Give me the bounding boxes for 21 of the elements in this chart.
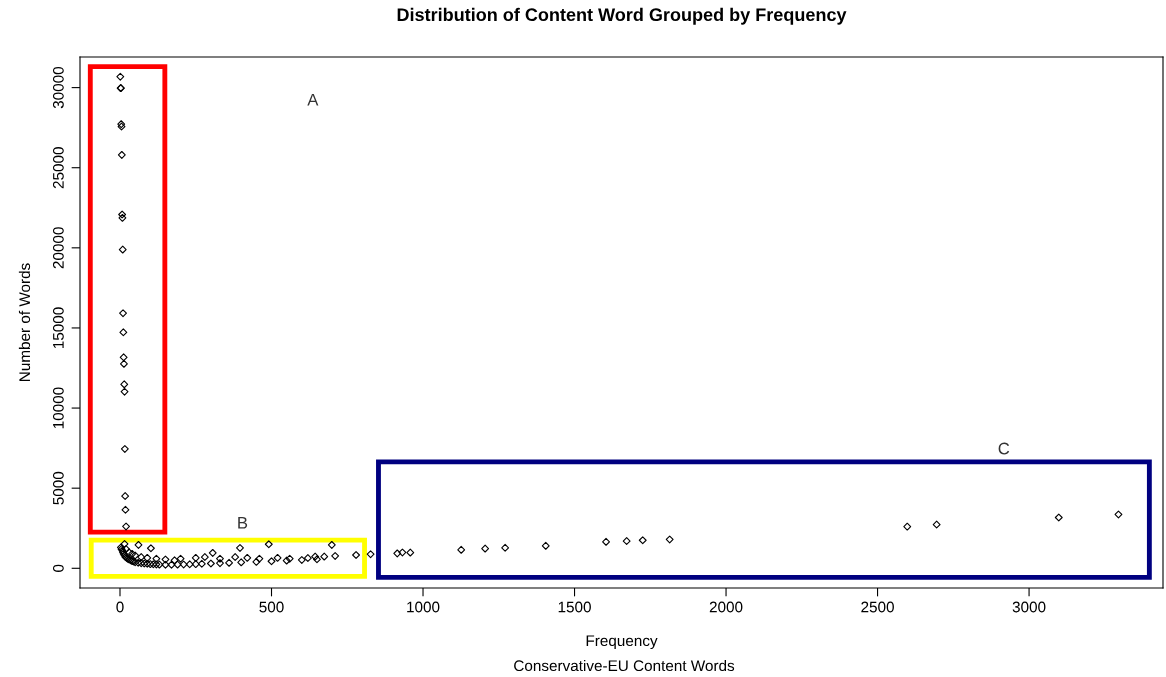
chart-title: Distribution of Content Word Grouped by Frequency <box>397 7 847 25</box>
text: Conservative-EU Content Words <box>514 659 735 672</box>
annotation: A <box>307 93 319 106</box>
x-tick-label: 1500 <box>558 601 591 613</box>
x-tick-label: 500 <box>259 601 284 613</box>
x-axis-title: Frequency <box>586 635 658 650</box>
x-tick-label: 2500 <box>861 601 894 613</box>
x-tick-label: 0 <box>116 601 124 613</box>
x-tick-label: 2000 <box>709 601 743 613</box>
y-tick-label: 5000 <box>52 471 64 505</box>
y-tick-label: 25000 <box>52 147 64 189</box>
y-tick-label: 15000 <box>52 307 64 349</box>
annotation: C <box>998 442 1010 455</box>
annotation: B <box>238 517 248 529</box>
y-axis-title: Number of Words <box>18 263 31 381</box>
x-tick-label: 1000 <box>407 601 440 613</box>
y-tick-label: 10000 <box>52 387 64 429</box>
y-tick-label: 0 <box>52 564 64 572</box>
y-tick-label: 30000 <box>52 66 64 109</box>
x-tick-label: 3000 <box>1012 601 1046 613</box>
y-tick-label: 20000 <box>52 227 64 269</box>
